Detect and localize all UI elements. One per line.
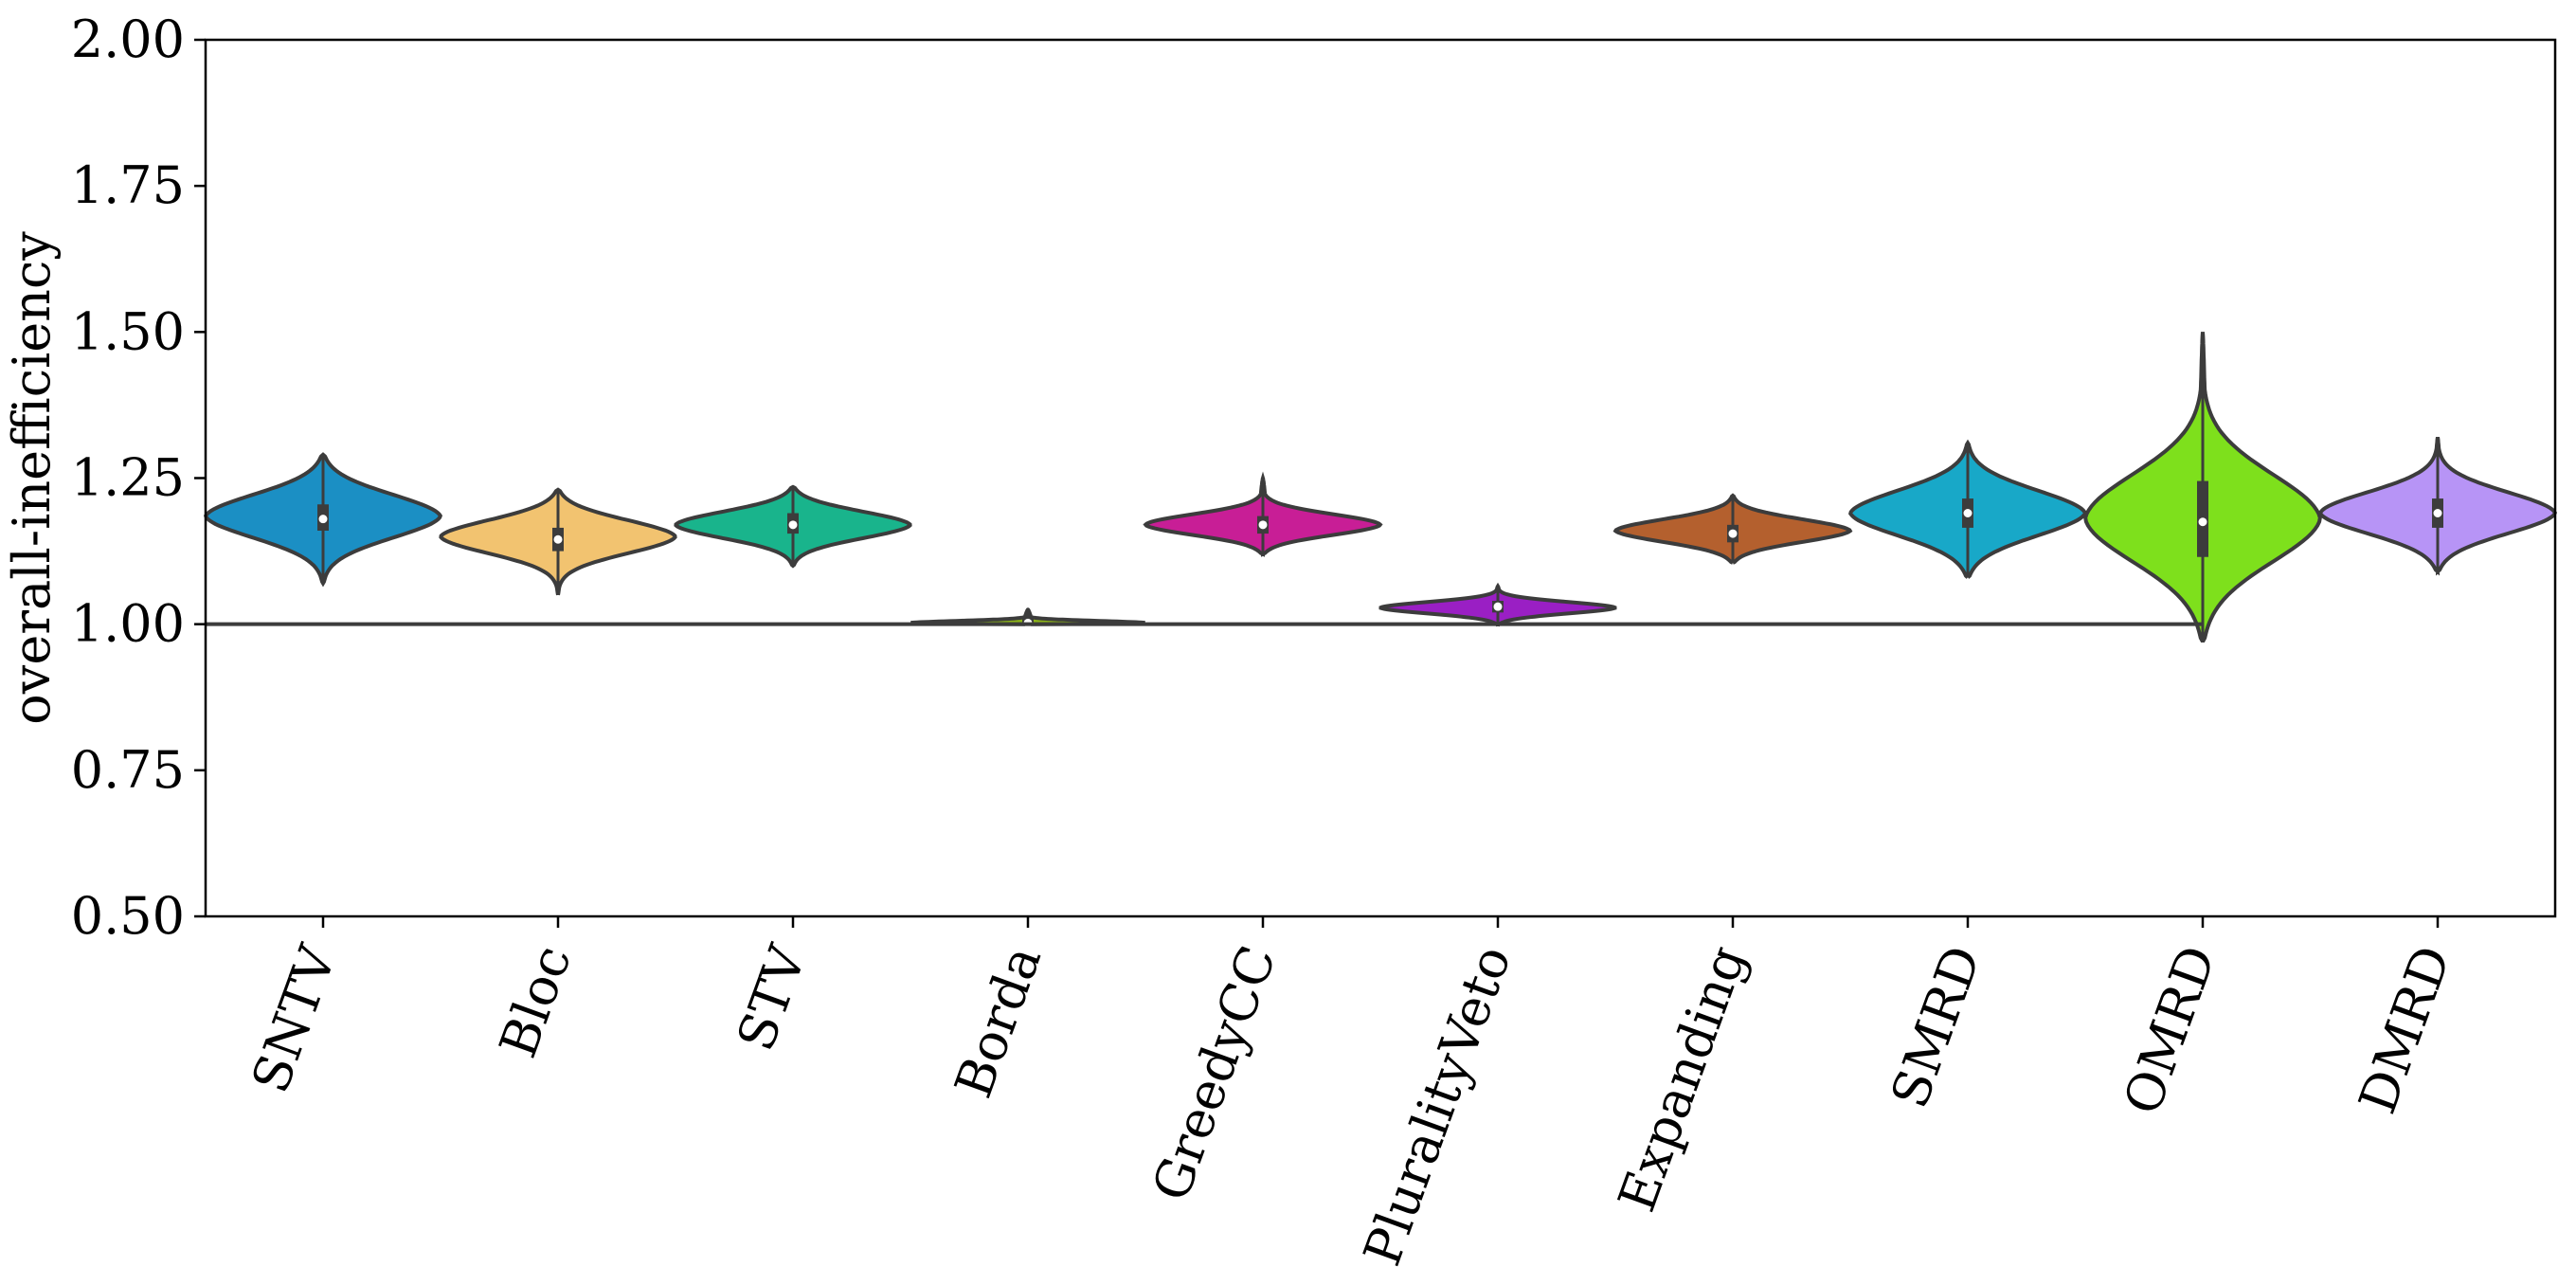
median-point-dmrd [2433,509,2442,517]
x-tick-label-borda: Borda [944,938,1054,1105]
x-tick-label-pluralityveto: PluralityVeto [1352,938,1522,1274]
y-axis: 0.50 0.75 1.00 1.25 1.50 1.75 2.00 [71,9,206,946]
y-tick-label: 0.75 [71,740,185,800]
x-tick-label-sntv: SNTV [241,937,349,1100]
y-tick-label: 0.50 [71,886,185,946]
x-tick-label-omrd: OMRD [2112,938,2227,1122]
y-axis-label: overall-inefficiency [2,231,62,725]
median-point-smrd [1963,509,1973,517]
x-tick-label-smrd: SMRD [1880,938,1992,1115]
y-tick-label: 1.25 [71,448,185,508]
median-point-pluralityveto [1493,602,1503,611]
median-point-omrd [2198,517,2207,527]
x-tick-label-expanding: Expanding [1607,938,1757,1220]
x-axis: SNTV Bloc STV Borda GreedyCC PluralityVeto Exp… [241,916,2463,1274]
x-tick-label-greedycc: GreedyCC [1141,938,1288,1208]
median-point-bloc [553,534,563,544]
y-tick-label: 1.00 [71,594,185,654]
x-tick-label-bloc: Bloc [488,938,583,1065]
median-point-stv [788,520,798,530]
median-point-expanding [1728,529,1738,538]
median-point-greedycc [1258,520,1268,530]
y-tick-label: 1.50 [71,301,185,361]
y-tick-label: 1.75 [71,155,185,215]
x-tick-label-dmrd: DMRD [2348,938,2463,1121]
y-tick-label: 2.00 [71,9,185,69]
violin-layer [203,332,2558,643]
x-tick-label-stv: STV [726,937,819,1059]
median-point-sntv [318,515,328,524]
